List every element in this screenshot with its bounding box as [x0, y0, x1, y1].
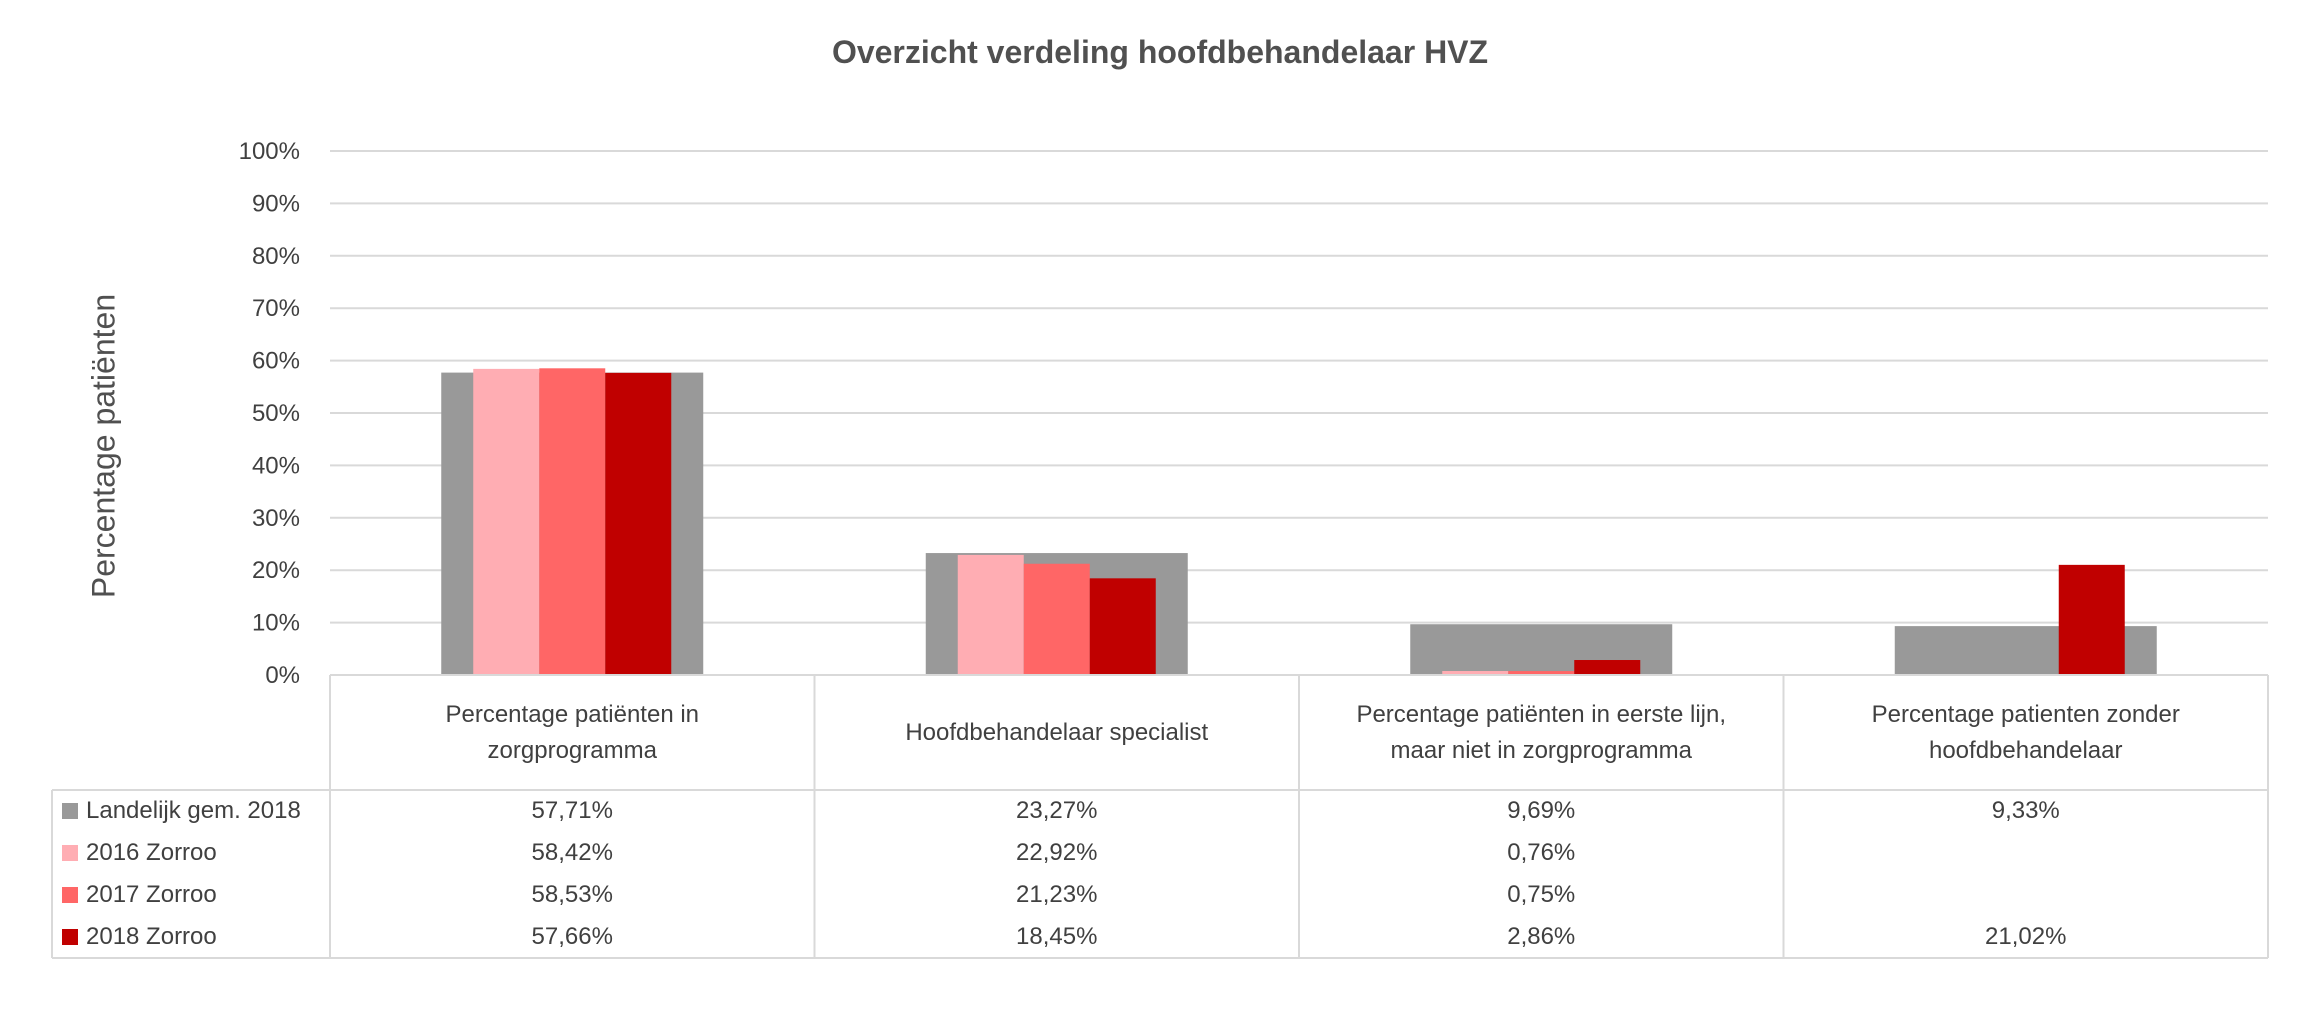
legend-swatch	[62, 803, 78, 819]
legend-label: Landelijk gem. 2018	[86, 797, 301, 824]
category-label: Hoofdbehandelaar specialist	[905, 718, 1209, 746]
table-cell: 18,45%	[1016, 923, 1098, 950]
legend-label: 2016 Zorroo	[86, 839, 217, 866]
category-label: Percentage patiënten in zorgprogramma	[445, 700, 700, 764]
bar-2018-zorroo	[2058, 564, 2125, 675]
table-cell: 21,02%	[1985, 923, 2067, 950]
legend-entry: 2017 Zorroo	[52, 874, 217, 916]
table-cell: 23,27%	[1016, 797, 1098, 824]
y-tick-label: 60%	[252, 348, 300, 375]
legend-label: 2018 Zorroo	[86, 923, 217, 950]
bar-2018-zorroo	[1574, 660, 1641, 675]
table-cell: 2,86%	[1507, 923, 1576, 950]
table-cell: 22,92%	[1016, 839, 1098, 866]
table-cell: 57,71%	[531, 797, 613, 824]
y-tick-label: 20%	[252, 557, 300, 584]
y-tick-label: 30%	[252, 505, 300, 532]
legend-entry: Landelijk gem. 2018	[52, 790, 301, 832]
bar-2017-zorroo	[1508, 671, 1575, 675]
table-cell: 0,75%	[1507, 881, 1576, 908]
table-cell: 9,33%	[1991, 797, 2060, 824]
table-cell: 58,53%	[531, 881, 613, 908]
table-cell: 0,76%	[1507, 839, 1576, 866]
bar-2016-zorroo	[957, 554, 1024, 675]
y-tick-label: 50%	[252, 400, 300, 427]
y-tick-label: 70%	[252, 295, 300, 322]
bar-2017-zorroo	[539, 368, 606, 675]
table-cell: 57,66%	[531, 923, 613, 950]
y-tick-label: 0%	[265, 662, 300, 689]
table-cell: 21,23%	[1016, 881, 1098, 908]
chart-title: Overzicht verdeling hoofdbehandelaar HVZ	[831, 34, 1489, 70]
y-tick-label: 90%	[252, 190, 300, 217]
table-cell: 9,69%	[1507, 797, 1576, 824]
y-tick-label: 100%	[239, 138, 300, 165]
bar-2016-zorroo	[473, 368, 540, 675]
legend-entry: 2016 Zorroo	[52, 832, 217, 874]
bar-2017-zorroo	[1023, 563, 1090, 675]
bar-2018-zorroo	[605, 372, 672, 675]
legend-swatch	[62, 929, 78, 945]
y-tick-label: 10%	[252, 610, 300, 637]
legend-label: 2017 Zorroo	[86, 881, 217, 908]
bar-2018-zorroo	[1089, 578, 1156, 675]
table-cell: 58,42%	[531, 839, 613, 866]
legend-swatch	[62, 887, 78, 903]
y-tick-label: 40%	[252, 452, 300, 479]
category-label: Percentage patiënten in eerste lijn, maa…	[1356, 700, 1727, 764]
legend-swatch	[62, 845, 78, 861]
bar-2016-zorroo	[1442, 671, 1509, 675]
legend-entry: 2018 Zorroo	[52, 916, 217, 958]
category-label: Percentage patienten zonder hoofdbehande…	[1871, 700, 2180, 764]
y-tick-label: 80%	[252, 243, 300, 270]
